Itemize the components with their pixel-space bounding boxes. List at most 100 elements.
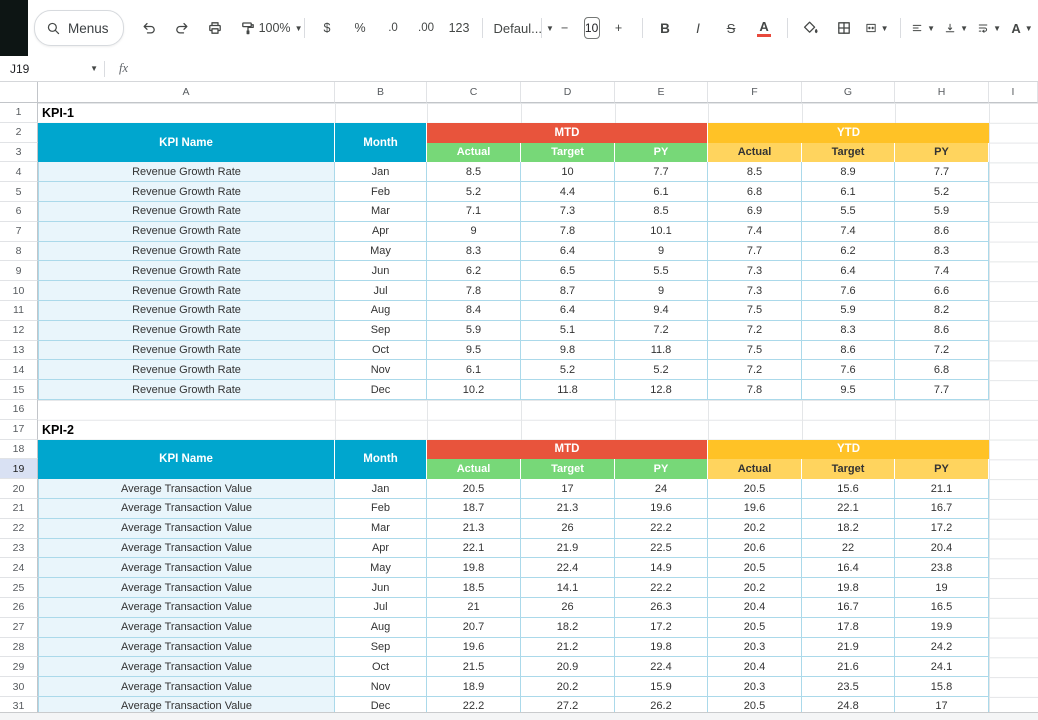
- vertical-align-button[interactable]: ▼: [940, 14, 972, 42]
- text-wrap-button[interactable]: ▼: [973, 14, 1005, 42]
- value-cell[interactable]: 20.5: [427, 479, 521, 499]
- value-cell[interactable]: 7.7: [895, 162, 989, 183]
- column-header-E[interactable]: E: [615, 82, 708, 103]
- value-cell[interactable]: 17.2: [615, 617, 708, 638]
- menus-button[interactable]: Menus: [34, 10, 124, 46]
- value-cell[interactable]: 7.8: [521, 221, 615, 242]
- value-cell[interactable]: 24.1: [895, 657, 989, 678]
- value-cell[interactable]: 23.5: [802, 677, 895, 697]
- value-cell[interactable]: 22.5: [615, 538, 708, 559]
- select-all-corner[interactable]: [0, 82, 38, 103]
- value-cell[interactable]: 9: [615, 241, 708, 262]
- text-color-button[interactable]: A: [748, 14, 780, 42]
- increase-font-size-button[interactable]: +: [603, 14, 635, 42]
- value-cell[interactable]: 17.8: [802, 617, 895, 638]
- value-cell[interactable]: 10: [521, 162, 615, 183]
- value-cell[interactable]: 22.1: [427, 538, 521, 559]
- mtd-header[interactable]: MTD: [427, 122, 708, 143]
- month-cell[interactable]: Mar: [335, 201, 427, 222]
- kpi-name-cell[interactable]: Revenue Growth Rate: [38, 261, 335, 282]
- paint-format-button[interactable]: [232, 14, 264, 42]
- value-cell[interactable]: 21.3: [427, 518, 521, 539]
- ytd-header[interactable]: YTD: [708, 439, 989, 460]
- value-cell[interactable]: 16.7: [802, 597, 895, 618]
- value-cell[interactable]: 7.3: [708, 261, 802, 282]
- value-cell[interactable]: 22.4: [521, 558, 615, 579]
- value-cell[interactable]: 8.5: [427, 162, 521, 183]
- value-cell[interactable]: 18.2: [521, 617, 615, 638]
- value-cell[interactable]: 14.1: [521, 578, 615, 598]
- value-cell[interactable]: 26: [521, 597, 615, 618]
- kpi-name-cell[interactable]: Average Transaction Value: [38, 677, 335, 697]
- mtd-subheader-target[interactable]: Target: [521, 142, 615, 163]
- value-cell[interactable]: 8.5: [708, 162, 802, 183]
- row-header-21[interactable]: 21: [0, 498, 38, 519]
- value-cell[interactable]: 26.3: [615, 597, 708, 618]
- value-cell[interactable]: 6.4: [802, 261, 895, 282]
- value-cell[interactable]: 22: [802, 538, 895, 559]
- value-cell[interactable]: 19.8: [615, 637, 708, 658]
- value-cell[interactable]: 19.6: [427, 637, 521, 658]
- kpi-name-cell[interactable]: Average Transaction Value: [38, 696, 335, 717]
- row-header-30[interactable]: 30: [0, 677, 38, 697]
- value-cell[interactable]: 22.1: [802, 498, 895, 519]
- value-cell[interactable]: 26: [521, 518, 615, 539]
- value-cell[interactable]: 21.3: [521, 498, 615, 519]
- value-cell[interactable]: 6.1: [615, 182, 708, 202]
- value-cell[interactable]: 21.9: [802, 637, 895, 658]
- merge-cells-button[interactable]: ▼: [861, 14, 893, 42]
- value-cell[interactable]: 8.6: [895, 320, 989, 341]
- kpi-name-cell[interactable]: Revenue Growth Rate: [38, 162, 335, 183]
- value-cell[interactable]: 6.6: [895, 281, 989, 301]
- value-cell[interactable]: 20.2: [708, 578, 802, 598]
- value-cell[interactable]: 14.9: [615, 558, 708, 579]
- value-cell[interactable]: 7.5: [708, 300, 802, 321]
- value-cell[interactable]: 20.5: [708, 617, 802, 638]
- value-cell[interactable]: 6.2: [427, 261, 521, 282]
- value-cell[interactable]: 5.9: [895, 201, 989, 222]
- kpi-name-header[interactable]: KPI Name: [38, 122, 335, 163]
- value-cell[interactable]: 17.2: [895, 518, 989, 539]
- font-size-input[interactable]: 10: [583, 17, 600, 39]
- kpi-name-cell[interactable]: Revenue Growth Rate: [38, 201, 335, 222]
- column-header-F[interactable]: F: [708, 82, 802, 103]
- kpi-name-cell[interactable]: Revenue Growth Rate: [38, 380, 335, 400]
- print-button[interactable]: [199, 14, 231, 42]
- value-cell[interactable]: 6.4: [521, 241, 615, 262]
- kpi-name-cell[interactable]: Revenue Growth Rate: [38, 300, 335, 321]
- row-header-6[interactable]: 6: [0, 201, 38, 222]
- number-format-button[interactable]: 123: [443, 14, 475, 42]
- month-cell[interactable]: May: [335, 558, 427, 579]
- month-cell[interactable]: Aug: [335, 617, 427, 638]
- kpi-name-cell[interactable]: Revenue Growth Rate: [38, 360, 335, 381]
- value-cell[interactable]: 20.4: [708, 657, 802, 678]
- value-cell[interactable]: 21.5: [427, 657, 521, 678]
- value-cell[interactable]: 19: [895, 578, 989, 598]
- kpi-name-cell[interactable]: Average Transaction Value: [38, 479, 335, 499]
- italic-button[interactable]: I: [682, 14, 714, 42]
- value-cell[interactable]: 24: [615, 479, 708, 499]
- kpi-name-cell[interactable]: Average Transaction Value: [38, 498, 335, 519]
- value-cell[interactable]: 20.4: [895, 538, 989, 559]
- value-cell[interactable]: 5.2: [615, 360, 708, 381]
- value-cell[interactable]: 8.9: [802, 162, 895, 183]
- value-cell[interactable]: 20.3: [708, 637, 802, 658]
- value-cell[interactable]: 6.9: [708, 201, 802, 222]
- month-cell[interactable]: Oct: [335, 657, 427, 678]
- text-rotation-button[interactable]: A ▼: [1006, 14, 1038, 42]
- kpi-name-cell[interactable]: Average Transaction Value: [38, 597, 335, 618]
- redo-button[interactable]: [166, 14, 198, 42]
- kpi-name-cell[interactable]: Revenue Growth Rate: [38, 241, 335, 262]
- value-cell[interactable]: 7.8: [427, 281, 521, 301]
- mtd-subheader-actual[interactable]: Actual: [427, 459, 521, 480]
- value-cell[interactable]: 6.2: [802, 241, 895, 262]
- column-header-A[interactable]: A: [38, 82, 335, 103]
- value-cell[interactable]: 6.4: [521, 300, 615, 321]
- row-header-10[interactable]: 10: [0, 281, 38, 301]
- month-cell[interactable]: May: [335, 241, 427, 262]
- value-cell[interactable]: 21: [427, 597, 521, 618]
- value-cell[interactable]: 7.5: [708, 340, 802, 361]
- column-header-D[interactable]: D: [521, 82, 615, 103]
- value-cell[interactable]: 5.9: [802, 300, 895, 321]
- value-cell[interactable]: 18.2: [802, 518, 895, 539]
